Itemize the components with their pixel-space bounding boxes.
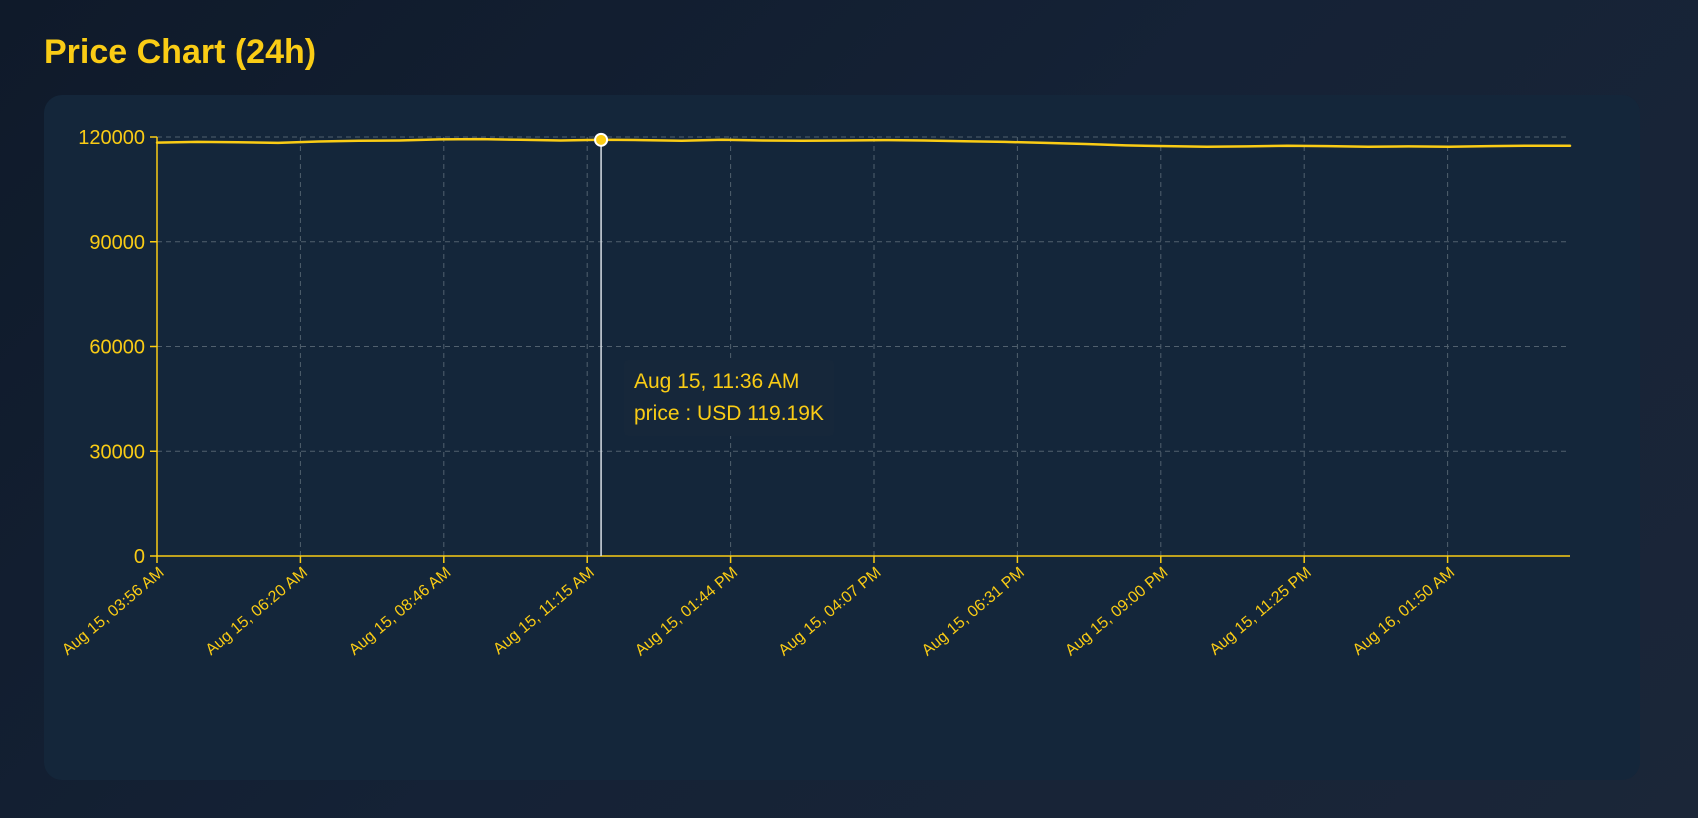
x-tick-label: Aug 15, 01:44 PM <box>632 564 741 659</box>
tooltip-value-line: price : USD 119.19K <box>634 398 824 430</box>
y-tick-label: 0 <box>134 546 145 568</box>
y-tick-label: 120000 <box>78 127 145 149</box>
x-tick-label: Aug 15, 04:07 PM <box>776 564 885 659</box>
y-axis-ticks: 0 30000 60000 90000 120000 <box>78 127 157 568</box>
hover-point <box>594 132 609 147</box>
chart-tooltip: Aug 15, 11:36 AM price : USD 119.19K <box>624 360 834 436</box>
tooltip-value: USD 119.19K <box>697 402 824 425</box>
y-tick-label: 60000 <box>89 337 145 359</box>
tooltip-time: Aug 15, 11:36 AM <box>634 370 800 393</box>
x-tick-label: Aug 15, 06:31 PM <box>919 564 1028 659</box>
tooltip-separator: : <box>679 402 698 425</box>
x-tick-label: Aug 15, 11:25 PM <box>1207 564 1315 659</box>
x-tick-label: Aug 15, 09:00 PM <box>1062 564 1171 659</box>
x-tick-label: Aug 16, 01:50 AM <box>1350 564 1458 659</box>
hover-marker <box>594 132 609 147</box>
x-tick-label: Aug 15, 06:20 AM <box>203 564 311 659</box>
x-tick-label: Aug 15, 03:56 AM <box>59 564 167 659</box>
x-tick-label: Aug 15, 11:15 AM <box>490 564 597 658</box>
chart-card <box>44 95 1640 780</box>
page-title: Price Chart (24h) <box>44 33 317 71</box>
x-tick-label: Aug 15, 08:46 AM <box>346 564 454 659</box>
grid-lines <box>157 136 1570 556</box>
price-line[interactable] <box>155 137 1572 149</box>
y-tick-label: 90000 <box>89 232 145 254</box>
y-tick-label: 30000 <box>89 441 145 463</box>
x-axis-ticks: Aug 15, 03:56 AM Aug 15, 06:20 AM Aug 15, … <box>59 556 1458 659</box>
tooltip-series-label: price <box>634 402 680 425</box>
price-series[interactable] <box>155 137 1572 149</box>
